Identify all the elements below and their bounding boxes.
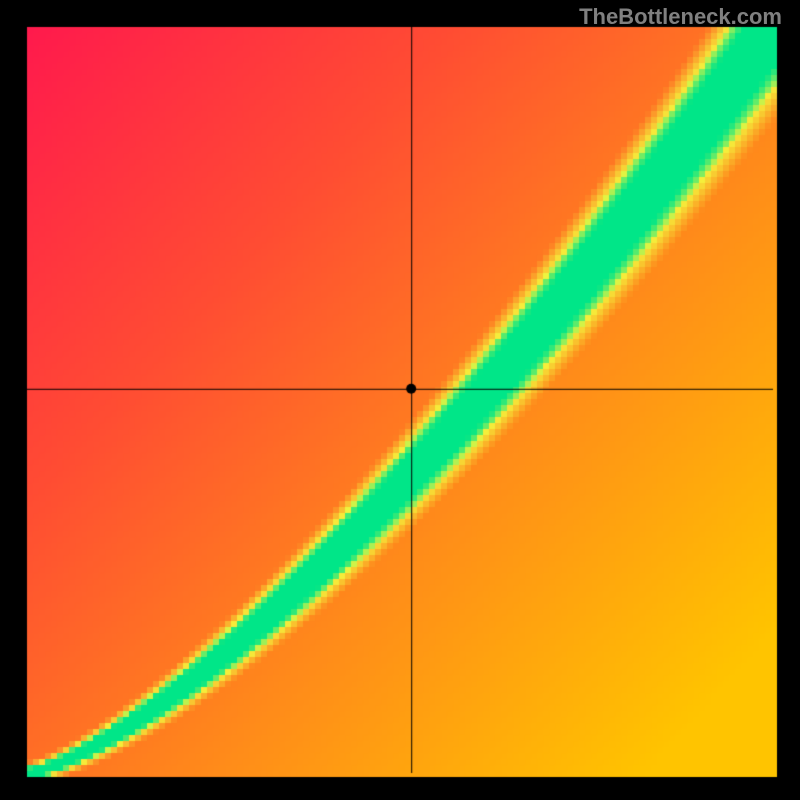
chart-container: { "watermark": "TheBottleneck.com", "cha…: [0, 0, 800, 800]
watermark-text: TheBottleneck.com: [579, 4, 782, 30]
bottleneck-heatmap: [0, 0, 800, 800]
